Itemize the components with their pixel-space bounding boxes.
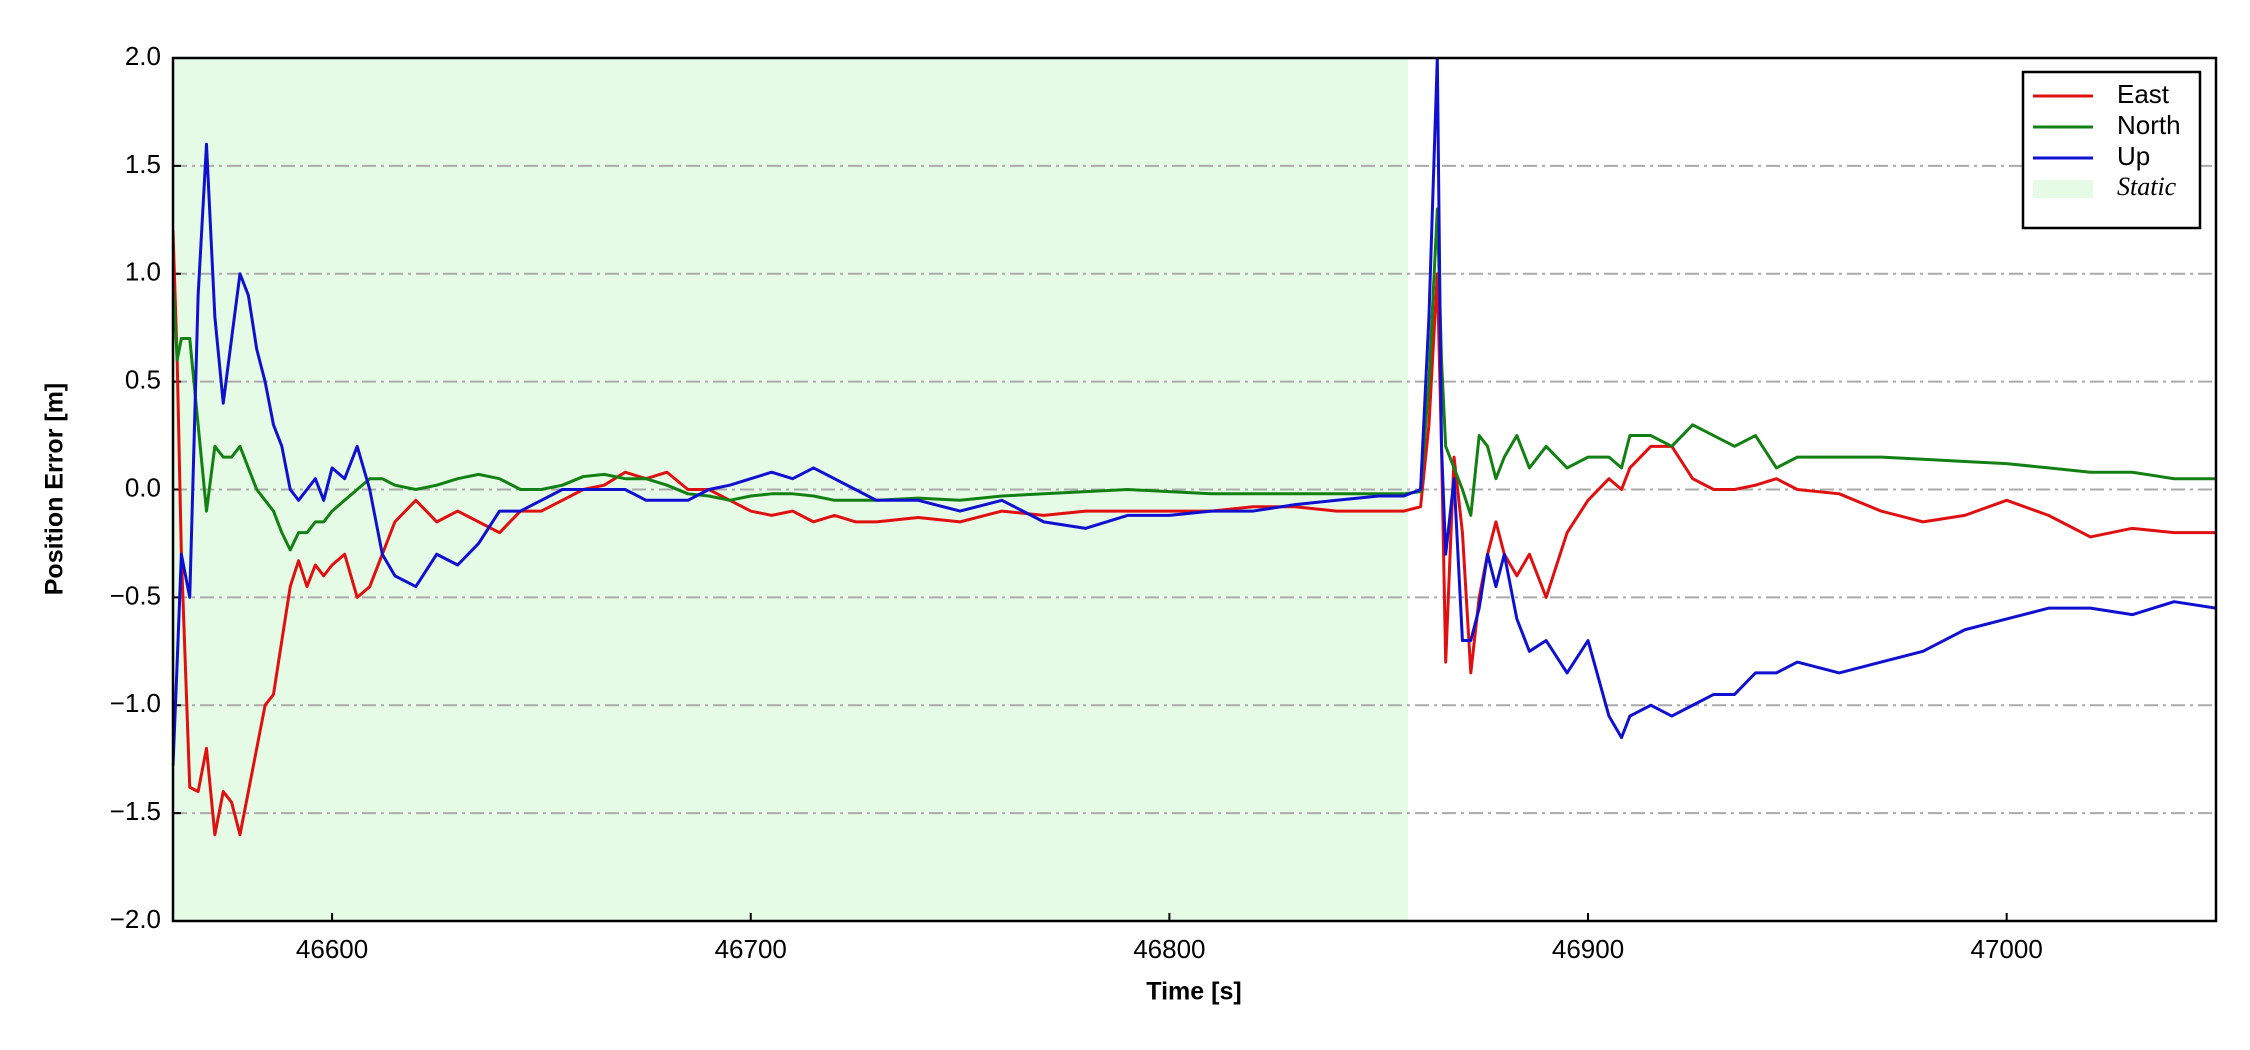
y-tick-label: −0.5 <box>110 580 161 610</box>
y-tick-label: 1.0 <box>125 257 161 287</box>
x-axis-label: Time [s] <box>1146 978 1241 1006</box>
series-line <box>173 207 2216 552</box>
plot-border <box>171 56 2218 923</box>
legend-label: Static <box>2117 172 2177 201</box>
y-axis-label: Position Error [m] <box>41 383 69 596</box>
y-tick-label: −2.0 <box>110 904 161 934</box>
series-line <box>173 58 2216 766</box>
legend-swatch <box>2033 180 2093 198</box>
series-line <box>173 230 2216 837</box>
x-tick-label: 46600 <box>296 934 368 964</box>
x-tick-label: 47000 <box>1971 934 2043 964</box>
plot-lines <box>173 58 2216 837</box>
y-tick-label: 1.5 <box>125 149 161 179</box>
y-tick-label: 0.5 <box>125 365 161 395</box>
legend-label: North <box>2117 110 2181 140</box>
y-tick-label: −1.5 <box>110 796 161 826</box>
legend-label: East <box>2117 79 2170 109</box>
y-tick-label: −1.0 <box>110 688 161 718</box>
x-tick-label: 46900 <box>1552 934 1624 964</box>
y-tick-label: 2.0 <box>125 41 161 71</box>
y-tick-label: 0.0 <box>125 472 161 502</box>
legend-label: Up <box>2117 141 2150 171</box>
legend-box <box>2021 70 2202 230</box>
x-tick-label: 46700 <box>715 934 787 964</box>
x-tick-label: 46800 <box>1133 934 1205 964</box>
